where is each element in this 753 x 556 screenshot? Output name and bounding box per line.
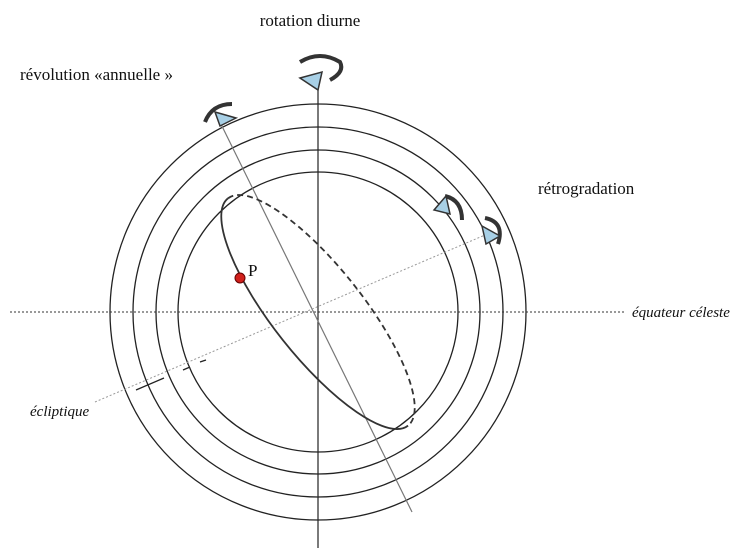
arrow-retro-2-head (480, 224, 502, 246)
arrow-revolution-head (213, 110, 239, 128)
arrow-retro-2 (484, 216, 502, 245)
arrows (203, 54, 502, 246)
ticks (135, 359, 207, 391)
label-retrogradation: rétrogradation (538, 179, 635, 198)
label-rotation: rotation diurne (260, 11, 361, 30)
tick (135, 377, 165, 391)
ecliptic-ellipse (220, 194, 416, 430)
arrow-rotation-head (298, 70, 324, 92)
label-point: P (248, 261, 257, 280)
arrow-retro-1 (444, 194, 464, 221)
tick (182, 366, 191, 371)
ellipse-front (220, 197, 409, 430)
ellipse-back (227, 194, 416, 427)
arrow-revolution (203, 102, 233, 123)
arrow-rotation (298, 54, 344, 82)
label-revolution: révolution «annuelle » (20, 65, 173, 84)
ecliptic-line (94, 231, 493, 403)
label-equator: équateur céleste (632, 305, 730, 321)
label-ecliptic: écliptique (30, 404, 89, 420)
point-p (234, 272, 246, 284)
ecliptic-axis (215, 113, 413, 513)
tick (199, 359, 207, 363)
arrow-retro-1-head (432, 194, 451, 216)
